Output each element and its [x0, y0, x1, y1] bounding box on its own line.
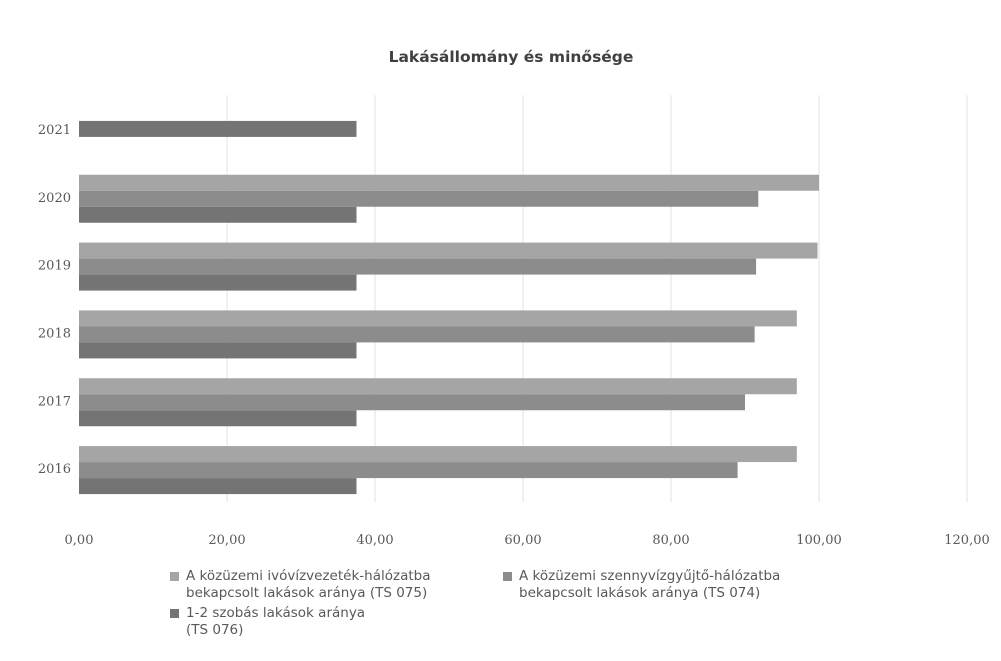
bar-series-2	[79, 190, 759, 207]
y-tick-label: 2021	[38, 123, 71, 138]
x-tick-label: 20,00	[208, 533, 245, 548]
legend-label: 1-2 szobás lakások aránya (TS 076)	[186, 605, 366, 638]
x-axis-tick-labels: 0,00 20,00 40,00 60,00 80,00 100,00 120,00	[65, 533, 990, 548]
gridlines	[226, 95, 968, 502]
x-tick-label: 80,00	[652, 533, 689, 548]
bar-series-3	[79, 342, 357, 359]
y-tick-label: 2016	[38, 462, 71, 477]
bar-series-1	[79, 310, 797, 327]
y-axis-tick-labels: 2016 2017 2018 2019 2020 2021	[38, 123, 71, 477]
bar-series-3	[79, 410, 357, 427]
bar-series-2	[79, 326, 755, 343]
y-tick-label: 2018	[38, 326, 71, 341]
x-tick-label: 60,00	[504, 533, 541, 548]
y-tick-label: 2020	[38, 191, 71, 206]
bar-series-3	[79, 206, 357, 223]
bar-series-1	[79, 446, 797, 463]
legend-swatch	[170, 572, 179, 581]
legend-swatch	[503, 572, 512, 581]
bar-series-2	[79, 394, 745, 411]
chart-title: Lakásállomány és minősége	[389, 48, 634, 66]
legend-label: A közüzemi szennyvízgyűjtő-hálózatba bek…	[519, 568, 781, 601]
x-tick-label: 40,00	[356, 533, 393, 548]
legend-label: A közüzemi ivóvízvezeték-hálózatba bekap…	[186, 568, 431, 601]
bars	[79, 120, 819, 495]
legend-swatch	[170, 609, 179, 618]
legend-item: 1-2 szobás lakások aránya (TS 076)	[170, 605, 365, 639]
x-tick-label: 0,00	[65, 533, 94, 548]
bar-series-3	[79, 274, 357, 291]
x-tick-label: 100,00	[796, 533, 842, 548]
y-tick-label: 2017	[38, 394, 71, 409]
legend-item: A közüzemi ivóvízvezeték-hálózatba bekap…	[170, 568, 430, 602]
legend-item: A közüzemi szennyvízgyűjtő-hálózatba bek…	[503, 568, 780, 602]
bar-series-1	[79, 378, 797, 395]
x-tick-label: 120,00	[944, 533, 990, 548]
bar-series-1	[79, 174, 819, 191]
bar-series-2	[79, 258, 757, 275]
bar-series-3	[79, 478, 357, 495]
bar-series-2	[79, 462, 738, 479]
y-tick-label: 2019	[38, 259, 71, 274]
bar-series-1	[79, 242, 818, 259]
bar-series-3	[79, 120, 357, 137]
